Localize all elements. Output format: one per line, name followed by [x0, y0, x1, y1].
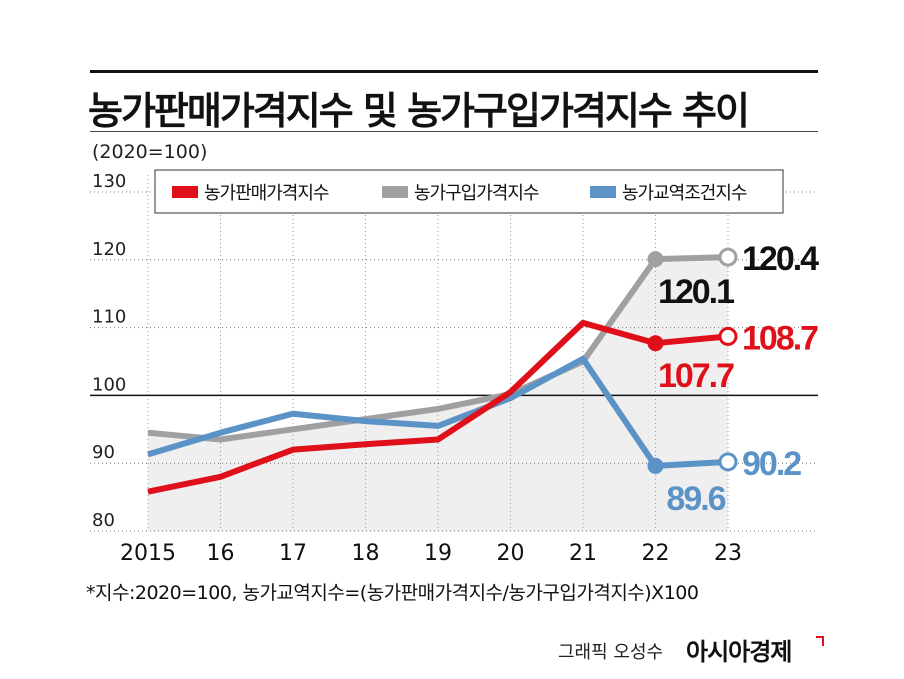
x-tick-label: 21 — [569, 541, 597, 566]
x-tick-label: 23 — [714, 541, 742, 566]
data-label: 90.2 — [742, 445, 801, 483]
chart-title: 농가판매가격지수 및 농가구입가격지수 추이 — [88, 89, 750, 133]
data-label: 108.7 — [742, 319, 818, 357]
data-label: 107.7 — [658, 357, 734, 395]
y-tick-label: 100 — [92, 374, 126, 395]
x-tick-label: 22 — [642, 541, 670, 566]
x-tick-label: 18 — [352, 541, 380, 566]
brand-logo: 아시아경제 — [686, 638, 792, 666]
series-line — [147, 355, 729, 469]
x-tick-label: 20 — [497, 541, 525, 566]
data-label: 120.4 — [742, 240, 819, 278]
x-tick-label: 17 — [279, 541, 307, 566]
legend-swatch — [172, 186, 198, 198]
brand-mark-icon — [816, 636, 824, 646]
y-tick-label: 110 — [92, 307, 126, 328]
data-label: 89.6 — [666, 480, 725, 518]
y-tick-label: 80 — [92, 510, 115, 531]
legend-label: 농가구입가격지수 — [414, 183, 539, 204]
x-tick-label: 19 — [424, 541, 452, 566]
graphic-credit: 그래픽 오성수 — [558, 642, 664, 663]
x-tick-label: 16 — [207, 541, 235, 566]
legend-swatch — [590, 186, 616, 198]
y-tick-label: 90 — [92, 442, 115, 463]
unit-label: (2020=100) — [92, 141, 208, 163]
legend-swatch — [382, 186, 408, 198]
data-point — [718, 452, 738, 472]
data-point — [647, 335, 664, 352]
y-tick-label: 130 — [92, 171, 126, 192]
x-tick-label: 2015 — [120, 541, 176, 566]
shaded-area — [148, 257, 728, 531]
legend-label: 농가교역조건지수 — [622, 183, 747, 204]
data-point — [718, 326, 738, 346]
series-line — [147, 254, 729, 443]
data-point — [647, 457, 664, 474]
legend-label: 농가판매가격지수 — [204, 183, 329, 204]
data-point — [718, 247, 738, 267]
footnote: *지수:2020=100, 농가교역지수=(농가판매가격지수/농가구입가격지수)… — [86, 582, 699, 604]
y-tick-label: 120 — [92, 239, 126, 260]
data-label: 120.1 — [658, 273, 734, 311]
data-point — [647, 251, 664, 268]
series-line — [147, 319, 729, 495]
top-rule — [90, 70, 818, 73]
legend-box — [154, 169, 784, 214]
title-rule — [90, 131, 818, 132]
